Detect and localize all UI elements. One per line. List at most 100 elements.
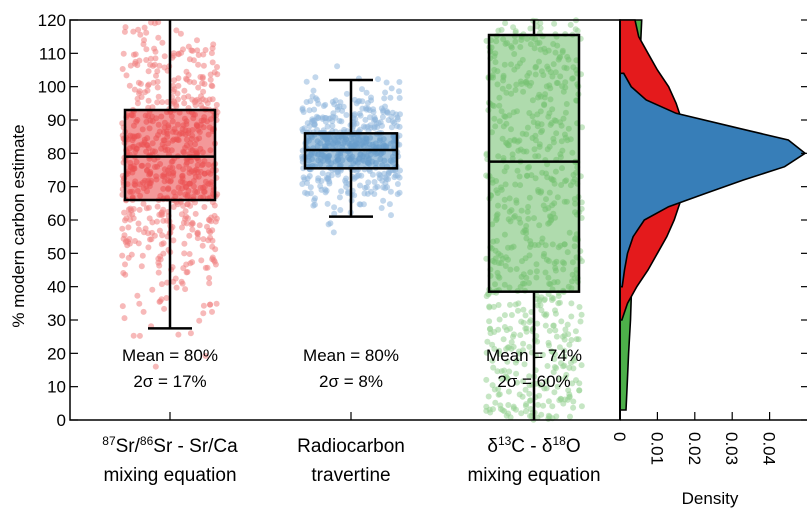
jitter-point	[189, 219, 196, 226]
jitter-point	[541, 385, 548, 392]
jitter-point	[305, 137, 312, 144]
jitter-point	[564, 321, 571, 328]
jitter-point	[315, 115, 322, 121]
jitter-point	[312, 74, 319, 81]
jitter-point	[345, 154, 352, 161]
jitter-point	[491, 53, 498, 60]
jitter-point	[161, 305, 168, 312]
jitter-point	[498, 375, 505, 382]
jitter-point	[501, 324, 508, 330]
jitter-point	[533, 274, 540, 281]
jitter-point	[129, 188, 136, 195]
jitter-point	[511, 66, 518, 73]
jitter-point	[357, 151, 364, 158]
jitter-point	[198, 102, 205, 109]
jitter-point	[534, 123, 541, 130]
jitter-point	[501, 61, 508, 68]
jitter-point	[152, 164, 158, 170]
category-label-2-line1: δ13C - δ18O	[487, 434, 580, 457]
jitter-point	[144, 142, 151, 149]
jitter-point	[550, 322, 557, 329]
jitter-point	[518, 273, 525, 280]
jitter-point	[505, 410, 512, 417]
jitter-point	[381, 95, 388, 102]
jitter-point	[552, 267, 559, 274]
jitter-point	[513, 199, 520, 206]
jitter-point	[206, 275, 213, 281]
jitter-point	[151, 61, 158, 68]
jitter-point	[334, 106, 341, 113]
jitter-point	[145, 97, 152, 104]
jitter-point	[550, 61, 557, 68]
y-tick-label: 70	[47, 178, 66, 197]
jitter-point	[134, 292, 141, 299]
jitter-point	[202, 47, 209, 53]
jitter-point	[508, 90, 515, 97]
jitter-point	[561, 241, 568, 248]
jitter-point	[342, 134, 348, 140]
jitter-point	[192, 173, 199, 180]
jitter-point	[179, 224, 185, 231]
jitter-point	[563, 65, 570, 72]
jitter-point	[543, 311, 550, 318]
jitter-point	[557, 242, 564, 249]
box-1	[303, 78, 399, 218]
jitter-point	[170, 237, 177, 244]
jitter-point	[516, 173, 523, 180]
jitter-point	[194, 47, 201, 54]
jitter-point	[147, 55, 154, 62]
box-iqr	[487, 33, 581, 293]
jitter-point	[134, 100, 141, 107]
jitter-point	[304, 180, 310, 186]
y-tick-label: 40	[47, 278, 66, 297]
jitter-point	[542, 91, 549, 98]
jitter-point	[556, 344, 563, 351]
jitter-point	[137, 31, 144, 38]
jitter-point	[200, 310, 207, 317]
jitter-point	[550, 139, 557, 146]
jitter-point	[578, 199, 585, 206]
jitter-point	[561, 260, 568, 267]
jitter-point	[549, 241, 556, 248]
sup-87: 87	[102, 434, 116, 448]
jitter-point	[208, 50, 215, 57]
jitter-point	[501, 231, 508, 238]
jitter-point	[171, 189, 177, 196]
jitter-point	[182, 286, 189, 293]
jitter-point	[567, 182, 574, 189]
jitter-point	[507, 301, 513, 308]
jitter-point	[154, 99, 161, 106]
jitter-point	[501, 168, 508, 175]
jitter-point	[570, 404, 577, 411]
jitter-point	[345, 190, 351, 197]
jitter-point	[533, 268, 540, 275]
jitter-point	[396, 189, 403, 196]
jitter-point	[186, 78, 193, 85]
jitter-point	[147, 61, 154, 68]
jitter-point	[545, 274, 552, 281]
jitter-point	[307, 184, 314, 191]
jitter-point	[483, 376, 490, 383]
jitter-point	[214, 64, 220, 70]
jitter-point	[389, 109, 396, 116]
jitter-point	[299, 181, 306, 187]
jitter-point	[194, 37, 200, 44]
jitter-point	[200, 62, 207, 69]
jitter-point	[158, 241, 165, 248]
jitter-point	[381, 157, 388, 164]
jitter-point	[496, 118, 503, 125]
jitter-point	[196, 222, 203, 229]
jitter-point	[147, 180, 154, 186]
jitter-point	[568, 337, 575, 343]
jitter-point	[527, 41, 534, 48]
y-tick-label: 80	[47, 144, 66, 163]
jitter-point	[551, 356, 558, 363]
jitter-point	[200, 88, 207, 95]
jitter-point	[161, 124, 168, 131]
jitter-point	[520, 378, 527, 385]
jitter-point	[170, 82, 177, 89]
jitter-point	[521, 361, 528, 368]
jitter-point	[161, 53, 168, 60]
jitter-point	[161, 119, 168, 126]
jitter-point	[569, 271, 576, 278]
